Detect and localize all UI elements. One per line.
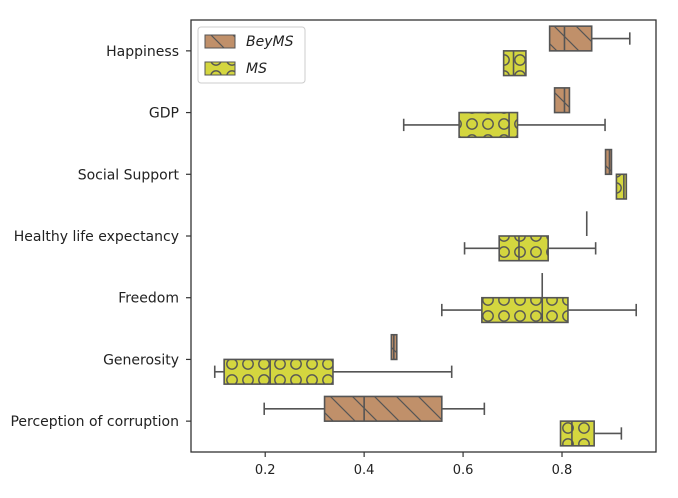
y-tick-label-gdp: GDP [149,106,179,122]
legend-label-beyms: BeyMS [246,34,294,50]
plot-area [213,25,638,447]
box-beyms-social-support [604,148,613,176]
y-tick-label-healthy-life-expectancy: Healthy life expectancy [14,229,179,245]
box-body [481,296,569,324]
box-body [559,420,595,447]
box-body [323,395,443,422]
box-beyms-generosity [390,333,398,361]
plot-frame [190,19,657,453]
legend: BeyMS MS [197,26,306,84]
box-body [604,148,613,176]
box-body [553,87,571,114]
box-ms-gdp [402,111,606,139]
box-ms-freedom [441,296,638,324]
y-tick-label-freedom: Freedom [118,291,179,307]
box-body [615,173,628,200]
box-ms-healthy-life-expectancy [463,235,597,262]
box-body [498,235,549,262]
box-ms-generosity [213,358,453,385]
box-body [548,25,593,52]
box-body [458,111,519,139]
y-tick-label-social-support: Social Support [78,167,180,183]
legend-swatch-pattern-beyms [204,34,236,49]
x-tick-label-3: 0.8 [552,463,573,478]
x-tick-label-2: 0.6 [453,463,474,478]
box-body [502,50,527,77]
box-beyms-happiness [548,25,631,52]
box-beyms-perception-of-corruption [263,395,486,422]
y-tick-label-happiness: Happiness [106,44,179,60]
x-tick-label-1: 0.4 [354,463,375,478]
x-axis: 0.2 0.4 0.6 0.8 [255,452,572,478]
legend-swatch-pattern-ms [204,61,236,76]
box-ms-happiness [502,50,527,77]
box-ms-perception-of-corruption [559,420,623,447]
box-beyms-gdp [553,87,571,114]
x-tick-label-0: 0.2 [255,463,276,478]
box-ms-social-support [615,173,628,200]
y-axis: Happiness GDP Social Support Healthy life e… [10,44,191,430]
y-tick-label-generosity: Generosity [103,352,179,368]
legend-label-ms: MS [246,61,267,77]
y-tick-label-perception-of-corruption: Perception of corruption [10,414,179,430]
box-body [223,358,334,385]
